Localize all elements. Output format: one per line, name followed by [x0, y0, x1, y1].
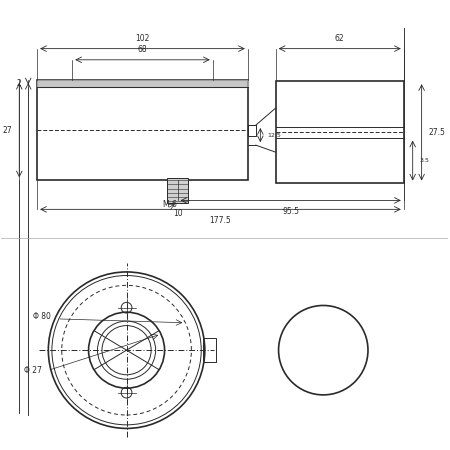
Bar [167, 178, 188, 203]
Text: Φ 27: Φ 27 [24, 365, 41, 374]
Bar [202, 338, 216, 362]
Text: 3.5: 3.5 [419, 158, 429, 163]
Text: 27: 27 [3, 126, 13, 135]
Text: 27.5: 27.5 [428, 128, 445, 137]
Text: 12.5: 12.5 [267, 133, 281, 138]
Text: Φ 80: Φ 80 [33, 312, 50, 321]
Bar [276, 81, 404, 184]
Text: 177.5: 177.5 [210, 216, 231, 225]
Text: 62: 62 [335, 34, 345, 43]
Text: 10: 10 [173, 209, 182, 218]
Text: 2: 2 [17, 79, 22, 88]
Text: 95.5: 95.5 [282, 207, 299, 216]
Text: 68: 68 [138, 45, 147, 54]
Text: 102: 102 [135, 34, 150, 43]
Bar [248, 125, 256, 136]
Text: M 6: M 6 [163, 201, 177, 210]
